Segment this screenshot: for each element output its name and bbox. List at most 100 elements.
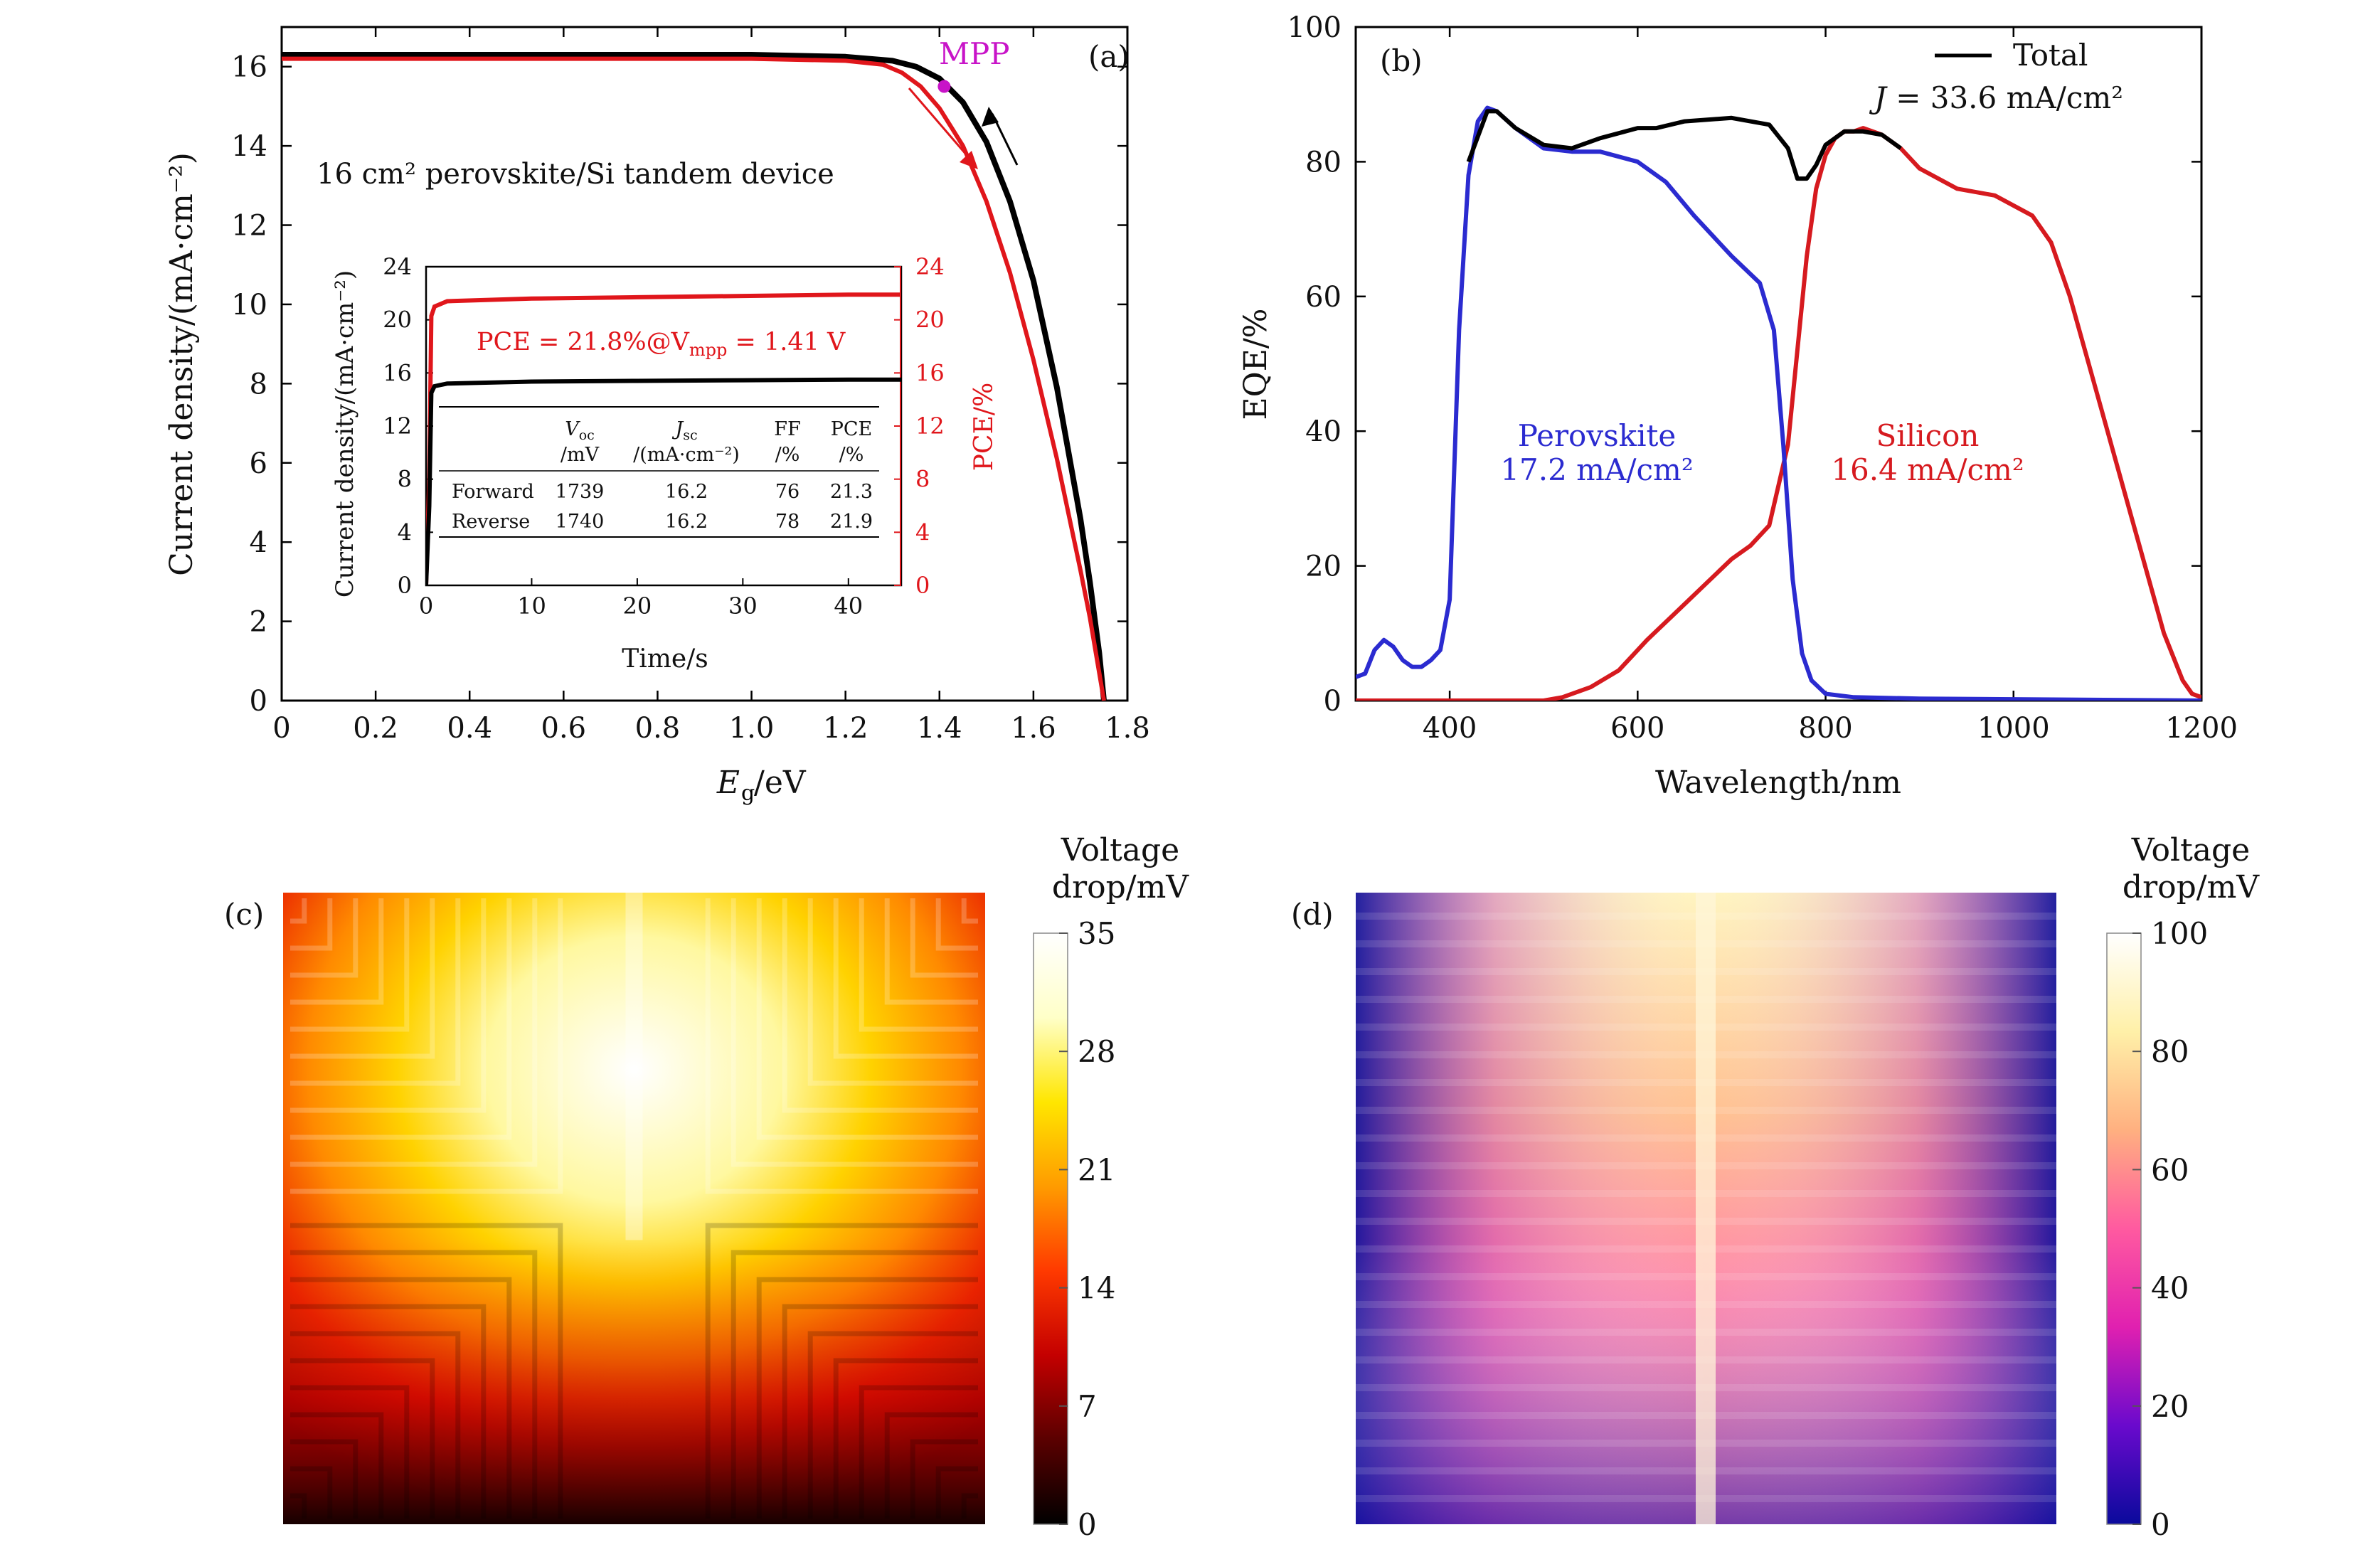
panel-b-y-tick-label: 60 xyxy=(1305,281,1342,314)
colorbar-tick-label: 21 xyxy=(1078,1152,1115,1187)
inset-table-cell: 16.2 xyxy=(665,511,708,533)
panel-a-x-tick-label: 0.8 xyxy=(635,712,681,745)
inset-y-tick-label-right: 20 xyxy=(915,307,945,334)
inset-table-header-unit: /% xyxy=(839,444,864,466)
inset-table-cell: 1739 xyxy=(556,481,605,503)
silicon-label: Silicon xyxy=(1876,418,1980,453)
inset-table-cell: 1740 xyxy=(556,511,605,533)
colorbar-tick-label: 28 xyxy=(1078,1034,1115,1069)
inset-table-cell: 21.9 xyxy=(830,511,873,533)
panel-b-x-tick-label: 400 xyxy=(1423,712,1477,745)
inset-ylabel-right: PCE/% xyxy=(969,383,999,471)
inset-table: Voc/mV Jsc/(mA·cm⁻²) FF /% PCE /% Forward 1739… xyxy=(439,406,879,538)
colorbar-c-ticks: 0 7 14 21 28 35 xyxy=(1059,916,1115,1542)
panel-a-y-tick-label: 4 xyxy=(250,526,267,559)
panel-a-y-tick-label: 12 xyxy=(231,210,267,243)
mpp-annotation: MPP xyxy=(939,36,1010,71)
panel-a-y-tick-label: 14 xyxy=(231,130,267,163)
inset-y-tick-label-left: 12 xyxy=(383,413,412,440)
panel-a-x-tick-label: 0.6 xyxy=(541,712,587,745)
panel-a-y-tick-label: 16 xyxy=(231,51,267,84)
panel-b-y-tick-label: 0 xyxy=(1324,685,1342,718)
perovskite-label: Perovskite xyxy=(1518,418,1677,453)
heatmap-d xyxy=(1356,893,2056,1524)
inset-y-tick-label-right: 4 xyxy=(915,519,930,546)
colorbar-tick-label: 0 xyxy=(2151,1507,2170,1542)
panel-a-series-red xyxy=(282,56,1106,701)
panel-a-label: (a) xyxy=(1088,39,1130,74)
inset-table-row-label: Forward xyxy=(452,481,534,503)
inset-y-tick-label-left: 24 xyxy=(383,253,412,280)
panel-a-series-black xyxy=(282,52,1107,701)
panel-b-series-silicon xyxy=(1356,126,2201,701)
panel-a-y-tick-label: 0 xyxy=(250,685,267,718)
colorbar-tick-label: 20 xyxy=(2151,1389,2189,1424)
colorbar-c-title-line1: Voltage xyxy=(1061,832,1179,868)
colorbar-d xyxy=(2106,932,2142,1525)
panel-b-xlabel: Wavelength/nm xyxy=(1655,765,1901,801)
colorbar-d-title-line2: drop/mV xyxy=(2123,869,2260,905)
colorbar-tick-label: 14 xyxy=(1078,1271,1115,1306)
panel-a-x-tick-label: 1.4 xyxy=(917,712,962,745)
inset-table-cell: 78 xyxy=(775,511,799,533)
inset-x-tick-label: 20 xyxy=(623,592,652,620)
colorbar-d-ticks: 0 20 40 60 80 100 xyxy=(2132,916,2208,1542)
inset-x-ticks: 0 10 20 30 40 xyxy=(419,578,863,620)
colorbar-tick-label: 7 xyxy=(1078,1389,1097,1424)
panel-a-y-tick-label: 2 xyxy=(250,606,267,639)
inset-table-header-unit: /mV xyxy=(561,444,600,466)
panel-b-ylabel: EQE/% xyxy=(1238,309,1274,420)
panel-a-x-tick-label: 1.0 xyxy=(729,712,775,745)
inset-table-cell: 76 xyxy=(775,481,799,503)
inset-x-tick-label: 30 xyxy=(728,592,758,620)
sweep-arrows xyxy=(908,87,1019,169)
panel-b-x-tick-label: 1000 xyxy=(1977,712,2050,745)
panel-d-label: (d) xyxy=(1291,897,1334,932)
inset-x-tick-label: 40 xyxy=(834,592,863,620)
colorbar-tick-label: 35 xyxy=(1078,916,1115,951)
inset-x-tick-label: 10 xyxy=(517,592,546,620)
panel-a-series xyxy=(282,52,1107,701)
panel-b-axes xyxy=(1354,26,2203,702)
colorbar-tick-label: 80 xyxy=(2151,1034,2189,1069)
legend-total-label: Total xyxy=(2013,38,2088,73)
colorbar-tick-label: 60 xyxy=(2151,1152,2189,1187)
inset-table-header: FF xyxy=(774,418,800,440)
panel-b-y-ticks: 0 20 40 60 80 100 xyxy=(1287,11,2201,718)
silicon-current: 16.4 mA/cm² xyxy=(1831,452,2024,487)
inset-y-tick-label-left: 0 xyxy=(398,572,412,599)
inset-y-tick-label-right: 0 xyxy=(915,572,930,599)
panel-b-legend: Total J = 33.6 mA/cm² xyxy=(1869,38,2123,115)
colorbar-c xyxy=(1033,932,1068,1525)
panel-a-axes xyxy=(280,26,1129,702)
inset-pce-annotation: PCE = 21.8%@Vmpp = 1.41 V xyxy=(477,328,846,360)
inset-table-header: Jsc xyxy=(671,418,697,443)
panel-b-x-tick-label: 1200 xyxy=(2165,712,2238,745)
inset-y-tick-label-right: 8 xyxy=(915,466,930,493)
inset-table-rows: Forward 1739 16.2 76 21.3 Reverse 1740 16.2 78 21… xyxy=(452,481,873,533)
inset-y-tick-label-left: 8 xyxy=(398,466,412,493)
panel-a-x-ticks: 0 0.2 0.4 0.6 0.8 1.0 1.2 1.4 1.6 1.8 xyxy=(272,27,1150,745)
inset-y-ticks: 0 0 4 4 8 8 12 12 16 16 20 20 24 24 xyxy=(383,253,944,599)
inset-table-cell: 16.2 xyxy=(665,481,708,503)
panel-d: (d) Voltage drop/mV 0 20 40 60 80 100 xyxy=(1291,832,2260,1542)
panel-c-label: (c) xyxy=(224,897,264,932)
inset-y-tick-label-right: 12 xyxy=(915,413,945,440)
inset-table-header: Voc xyxy=(565,418,595,443)
panel-b-x-ticks: 400 600 800 1000 1200 xyxy=(1423,27,2238,745)
inset-y-tick-label-right: 16 xyxy=(915,359,945,386)
inset-y-tick-label-left: 16 xyxy=(383,359,412,386)
mpp-marker xyxy=(937,80,951,93)
panel-a-xlabel-sub: g xyxy=(741,781,755,806)
inset-series xyxy=(426,292,901,585)
panel-a-x-tick-label: 1.6 xyxy=(1011,712,1056,745)
panel-a-x-tick-label: 0.2 xyxy=(353,712,398,745)
panel-b-x-tick-label: 600 xyxy=(1610,712,1664,745)
inset-y-tick-label-right: 24 xyxy=(915,253,945,280)
panel-a: 0 0.2 0.4 0.6 0.8 1.0 1.2 1.4 1.6 1.8 02468101214… xyxy=(164,26,1150,806)
panel-a-ylabel: Current density/(mA·cm⁻²) xyxy=(164,152,200,576)
panel-a-xlabel-main: E xyxy=(716,765,740,801)
panel-c: (c) Voltage drop/mV 0 7 14 21 28 35 xyxy=(224,832,1189,1542)
